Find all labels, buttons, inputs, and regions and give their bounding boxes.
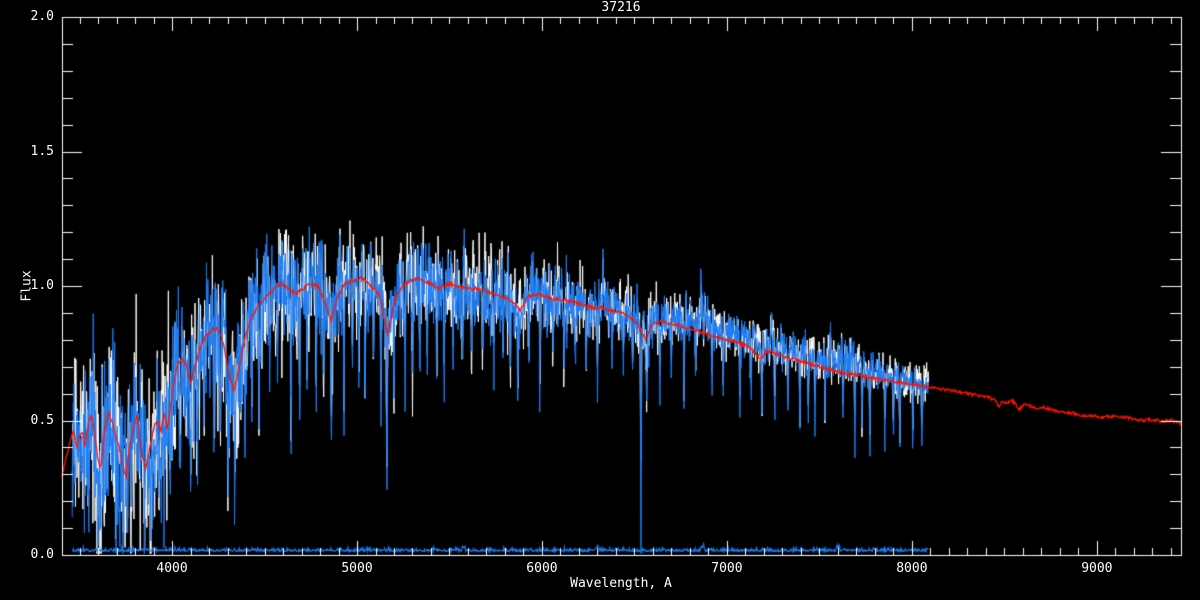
x-tick-label: 6000 — [526, 561, 558, 576]
y-tick-label: 0.5 — [30, 412, 54, 428]
y-tick-label: 1.0 — [30, 278, 54, 293]
x-tick-label: 8000 — [896, 561, 928, 576]
y-tick-label: 0.0 — [30, 547, 54, 562]
x-tick-label: 4000 — [156, 561, 188, 576]
plot-title: 37216 — [601, 0, 641, 15]
x-tick-label: 9000 — [1081, 561, 1113, 576]
y-tick-label: 1.5 — [30, 143, 54, 159]
x-axis-label: Wavelength, A — [570, 576, 672, 591]
y-tick-label: 2.0 — [30, 9, 54, 24]
x-tick-label: 5000 — [341, 561, 373, 576]
x-tick-label: 7000 — [711, 561, 743, 576]
